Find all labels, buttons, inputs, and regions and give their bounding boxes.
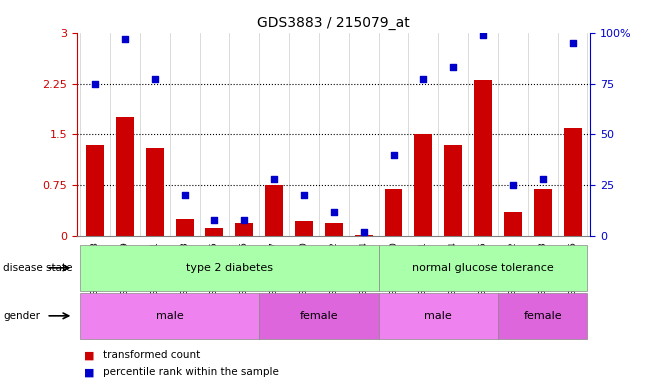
Text: male: male: [424, 311, 452, 321]
Title: GDS3883 / 215079_at: GDS3883 / 215079_at: [258, 16, 410, 30]
Text: gender: gender: [3, 311, 40, 321]
Bar: [295, 221, 313, 236]
Point: [358, 229, 369, 235]
Bar: [355, 235, 372, 236]
Point: [269, 176, 280, 182]
Bar: [80, 293, 259, 339]
Text: male: male: [156, 311, 184, 321]
Text: type 2 diabetes: type 2 diabetes: [186, 263, 273, 273]
Point: [150, 76, 160, 83]
Bar: [80, 245, 378, 291]
Text: transformed count: transformed count: [103, 350, 200, 360]
Text: female: female: [299, 311, 338, 321]
Point: [179, 192, 190, 199]
Point: [567, 40, 578, 46]
Point: [448, 64, 458, 70]
Point: [119, 36, 130, 42]
Text: normal glucose tolerance: normal glucose tolerance: [412, 263, 554, 273]
Bar: [384, 189, 403, 236]
Bar: [498, 293, 588, 339]
Text: ■: ■: [84, 350, 95, 360]
Point: [388, 152, 399, 158]
Bar: [504, 212, 522, 236]
Bar: [474, 80, 492, 236]
Bar: [236, 223, 253, 236]
Point: [537, 176, 548, 182]
Point: [418, 76, 429, 83]
Text: ■: ■: [84, 367, 95, 377]
Bar: [533, 189, 552, 236]
Bar: [378, 245, 588, 291]
Bar: [205, 228, 223, 236]
Point: [478, 31, 488, 38]
Bar: [378, 293, 498, 339]
Bar: [444, 144, 462, 236]
Bar: [415, 134, 432, 236]
Bar: [116, 118, 134, 236]
Bar: [86, 144, 104, 236]
Bar: [325, 223, 343, 236]
Bar: [265, 185, 283, 236]
Point: [507, 182, 518, 189]
Bar: [146, 148, 164, 236]
Point: [239, 217, 250, 223]
Text: female: female: [523, 311, 562, 321]
Point: [299, 192, 309, 199]
Point: [329, 209, 340, 215]
Point: [90, 81, 101, 87]
Text: percentile rank within the sample: percentile rank within the sample: [103, 367, 278, 377]
Bar: [176, 219, 193, 236]
Bar: [564, 127, 582, 236]
Bar: [259, 293, 378, 339]
Point: [209, 217, 220, 223]
Text: disease state: disease state: [3, 263, 73, 273]
